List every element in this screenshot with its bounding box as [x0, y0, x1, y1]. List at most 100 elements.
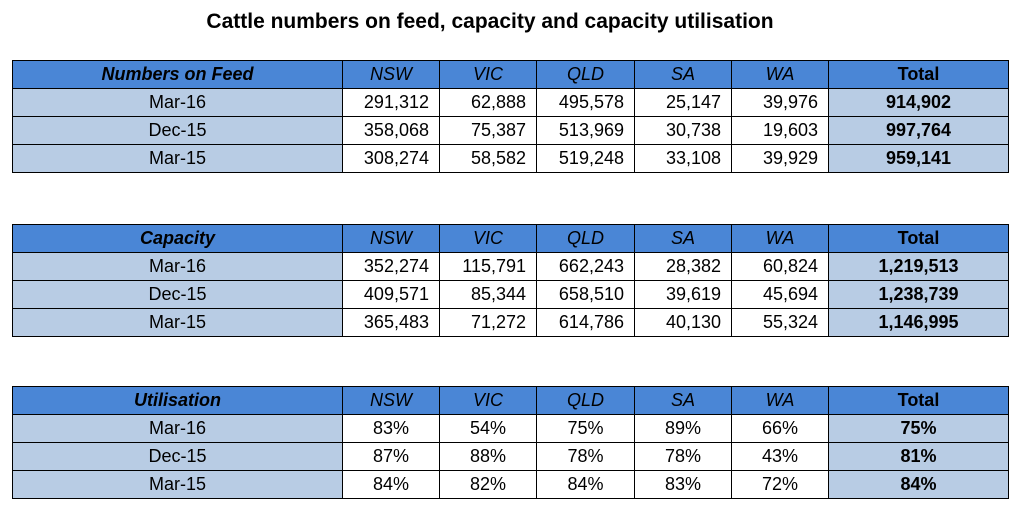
cell-sa: 83%: [634, 470, 732, 499]
cell-vic: 71,272: [439, 308, 537, 337]
cell-vic: 54%: [439, 414, 537, 443]
column-header-total: Total: [828, 224, 1009, 253]
table-heading: Numbers on Feed: [12, 60, 343, 89]
column-header-vic: VIC: [439, 224, 537, 253]
row-label: Mar-15: [12, 470, 343, 499]
cell-nsw: 352,274: [342, 252, 440, 281]
column-header-total: Total: [828, 386, 1009, 415]
cell-wa: 39,929: [731, 144, 829, 173]
table-row: Mar-16 291,312 62,888 495,578 25,147 39,…: [12, 88, 1009, 117]
row-label: Dec-15: [12, 280, 343, 309]
cell-nsw: 87%: [342, 442, 440, 471]
cell-sa: 39,619: [634, 280, 732, 309]
table-header-row: Numbers on Feed NSW VIC QLD SA WA Total: [12, 60, 1009, 89]
row-label: Dec-15: [12, 442, 343, 471]
row-label: Mar-15: [12, 308, 343, 337]
cell-total: 1,146,995: [828, 308, 1009, 337]
cell-sa: 28,382: [634, 252, 732, 281]
cell-sa: 30,738: [634, 116, 732, 145]
cell-total: 1,238,739: [828, 280, 1009, 309]
cell-wa: 19,603: [731, 116, 829, 145]
cell-vic: 75,387: [439, 116, 537, 145]
cell-sa: 78%: [634, 442, 732, 471]
cell-vic: 85,344: [439, 280, 537, 309]
cell-total: 997,764: [828, 116, 1009, 145]
cell-wa: 66%: [731, 414, 829, 443]
cell-sa: 40,130: [634, 308, 732, 337]
column-header-nsw: NSW: [342, 386, 440, 415]
cell-total: 1,219,513: [828, 252, 1009, 281]
cell-nsw: 358,068: [342, 116, 440, 145]
table-row: Mar-15 308,274 58,582 519,248 33,108 39,…: [12, 144, 1009, 173]
cell-vic: 88%: [439, 442, 537, 471]
cell-qld: 78%: [536, 442, 635, 471]
cell-nsw: 291,312: [342, 88, 440, 117]
cell-qld: 495,578: [536, 88, 635, 117]
table-heading: Capacity: [12, 224, 343, 253]
table-heading: Utilisation: [12, 386, 343, 415]
cell-wa: 39,976: [731, 88, 829, 117]
row-label: Dec-15: [12, 116, 343, 145]
cell-total: 914,902: [828, 88, 1009, 117]
cell-total: 81%: [828, 442, 1009, 471]
cell-nsw: 84%: [342, 470, 440, 499]
cell-qld: 662,243: [536, 252, 635, 281]
cell-sa: 89%: [634, 414, 732, 443]
cell-total: 84%: [828, 470, 1009, 499]
column-header-wa: WA: [731, 224, 829, 253]
cell-wa: 45,694: [731, 280, 829, 309]
column-header-sa: SA: [634, 386, 732, 415]
column-header-nsw: NSW: [342, 60, 440, 89]
cell-nsw: 409,571: [342, 280, 440, 309]
cell-nsw: 308,274: [342, 144, 440, 173]
column-header-wa: WA: [731, 60, 829, 89]
cell-total: 959,141: [828, 144, 1009, 173]
cell-qld: 519,248: [536, 144, 635, 173]
table-row: Dec-15 409,571 85,344 658,510 39,619 45,…: [12, 280, 1009, 309]
column-header-vic: VIC: [439, 60, 537, 89]
column-header-total: Total: [828, 60, 1009, 89]
row-label: Mar-16: [12, 252, 343, 281]
cell-vic: 82%: [439, 470, 537, 499]
cell-wa: 60,824: [731, 252, 829, 281]
cell-wa: 55,324: [731, 308, 829, 337]
table-row: Mar-16 83% 54% 75% 89% 66% 75%: [12, 414, 1009, 443]
capacity-table: Capacity NSW VIC QLD SA WA Total Mar-16 …: [12, 224, 1009, 337]
table-row: Dec-15 87% 88% 78% 78% 43% 81%: [12, 442, 1009, 471]
cell-vic: 58,582: [439, 144, 537, 173]
column-header-vic: VIC: [439, 386, 537, 415]
column-header-qld: QLD: [536, 386, 635, 415]
table-row: Dec-15 358,068 75,387 513,969 30,738 19,…: [12, 116, 1009, 145]
cell-qld: 84%: [536, 470, 635, 499]
column-header-qld: QLD: [536, 60, 635, 89]
row-label: Mar-16: [12, 414, 343, 443]
cell-qld: 614,786: [536, 308, 635, 337]
cell-vic: 62,888: [439, 88, 537, 117]
cell-wa: 43%: [731, 442, 829, 471]
column-header-nsw: NSW: [342, 224, 440, 253]
table-row: Mar-16 352,274 115,791 662,243 28,382 60…: [12, 252, 1009, 281]
column-header-sa: SA: [634, 60, 732, 89]
utilisation-table: Utilisation NSW VIC QLD SA WA Total Mar-…: [12, 386, 1009, 499]
cell-total: 75%: [828, 414, 1009, 443]
column-header-sa: SA: [634, 224, 732, 253]
cell-wa: 72%: [731, 470, 829, 499]
row-label: Mar-16: [12, 88, 343, 117]
cell-sa: 33,108: [634, 144, 732, 173]
cell-sa: 25,147: [634, 88, 732, 117]
numbers-on-feed-table: Numbers on Feed NSW VIC QLD SA WA Total …: [12, 60, 1009, 173]
column-header-wa: WA: [731, 386, 829, 415]
cell-qld: 513,969: [536, 116, 635, 145]
table-header-row: Utilisation NSW VIC QLD SA WA Total: [12, 386, 1009, 415]
cell-nsw: 365,483: [342, 308, 440, 337]
page-title: Cattle numbers on feed, capacity and cap…: [206, 10, 774, 33]
table-row: Mar-15 84% 82% 84% 83% 72% 84%: [12, 470, 1009, 499]
cell-qld: 75%: [536, 414, 635, 443]
row-label: Mar-15: [12, 144, 343, 173]
cell-vic: 115,791: [439, 252, 537, 281]
table-row: Mar-15 365,483 71,272 614,786 40,130 55,…: [12, 308, 1009, 337]
table-header-row: Capacity NSW VIC QLD SA WA Total: [12, 224, 1009, 253]
column-header-qld: QLD: [536, 224, 635, 253]
cell-qld: 658,510: [536, 280, 635, 309]
cell-nsw: 83%: [342, 414, 440, 443]
